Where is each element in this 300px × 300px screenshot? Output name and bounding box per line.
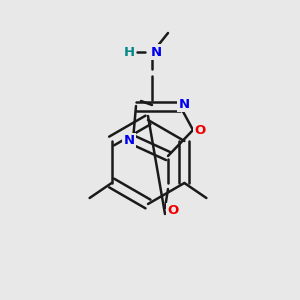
- Text: H: H: [123, 46, 135, 59]
- Text: O: O: [167, 205, 178, 218]
- Text: O: O: [194, 124, 206, 136]
- Text: N: N: [150, 46, 162, 59]
- Text: N: N: [123, 134, 135, 148]
- Text: N: N: [178, 98, 190, 110]
